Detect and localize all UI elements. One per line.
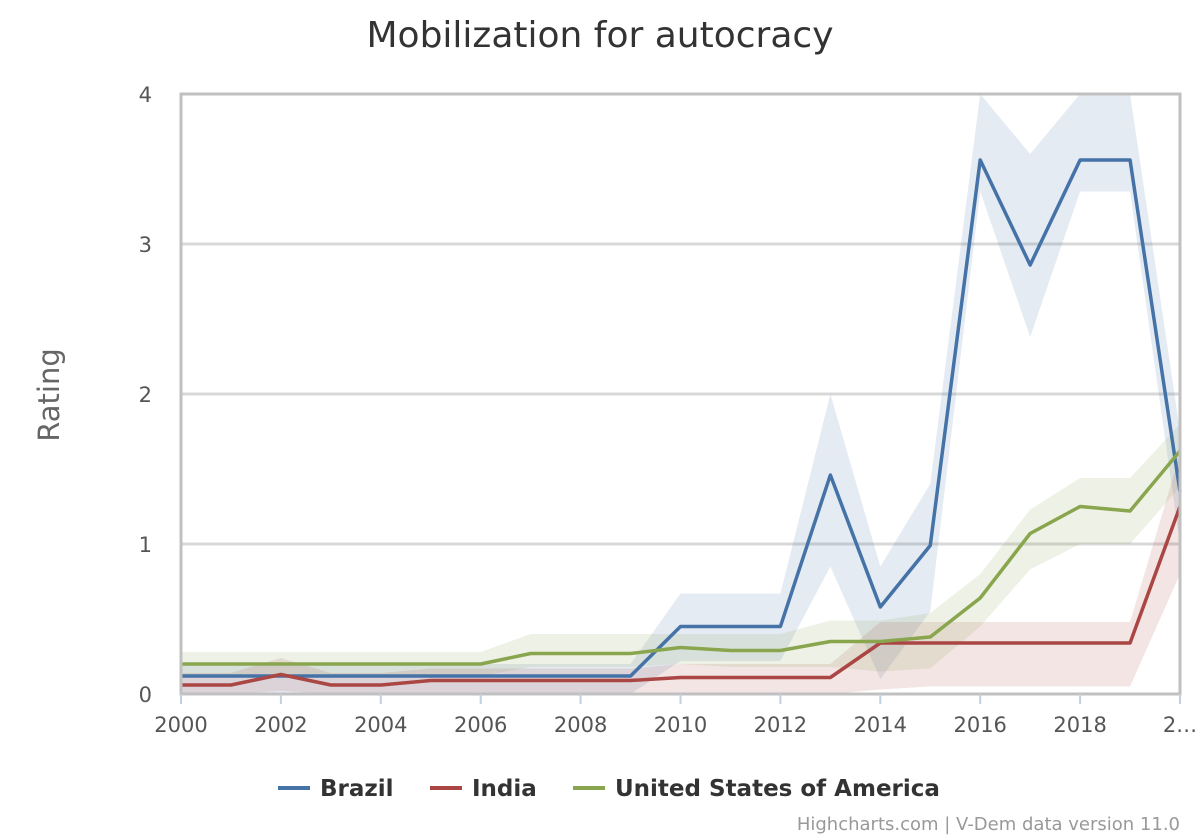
y-tick-label: 3 — [139, 233, 152, 257]
grid-lines — [181, 242, 1180, 546]
x-tick-label: 2000 — [154, 713, 207, 737]
x-tick-label: 2016 — [953, 713, 1006, 737]
credits-text[interactable]: Highcharts.com | V-Dem data version 11.0 — [797, 814, 1180, 835]
y-tick-label: 4 — [139, 83, 152, 107]
x-tick-label: 2012 — [754, 713, 807, 737]
legend[interactable]: Brazil India United States of America — [278, 776, 940, 802]
x-tick-label: 2002 — [254, 713, 307, 737]
x-tick-label: 2008 — [554, 713, 607, 737]
legend-label: Brazil — [320, 776, 394, 802]
y-tick-label: 2 — [139, 383, 152, 407]
x-tick-label: 2014 — [854, 713, 907, 737]
series-lines — [181, 158, 1182, 687]
series-line[interactable] — [181, 158, 1182, 678]
series-line[interactable] — [181, 505, 1182, 687]
x-tick-label: 2… — [1163, 713, 1197, 737]
x-tick-label: 2010 — [654, 713, 707, 737]
legend-item[interactable]: United States of America — [573, 776, 940, 802]
x-tick-label: 2018 — [1053, 713, 1106, 737]
chart-title: Mobilization for autocracy — [366, 15, 833, 56]
legend-item[interactable]: Brazil — [278, 776, 394, 802]
y-tick-label: 0 — [139, 683, 152, 707]
confidence-band — [181, 424, 1180, 676]
x-tick-label: 2004 — [354, 713, 407, 737]
y-axis-label: Rating — [32, 348, 66, 442]
legend-label: United States of America — [615, 776, 940, 802]
legend-label: India — [472, 776, 537, 802]
x-tick-labels: 2000 2002 2004 2006 2008 2010 2012 2014 2016 2018… — [154, 694, 1197, 737]
confidence-band — [181, 454, 1180, 694]
series-line[interactable] — [181, 449, 1182, 666]
y-tick-labels: 0 1 2 3 4 — [139, 83, 152, 707]
x-tick-label: 2006 — [454, 713, 507, 737]
y-tick-label: 1 — [139, 533, 152, 557]
legend-item[interactable]: India — [430, 776, 537, 802]
